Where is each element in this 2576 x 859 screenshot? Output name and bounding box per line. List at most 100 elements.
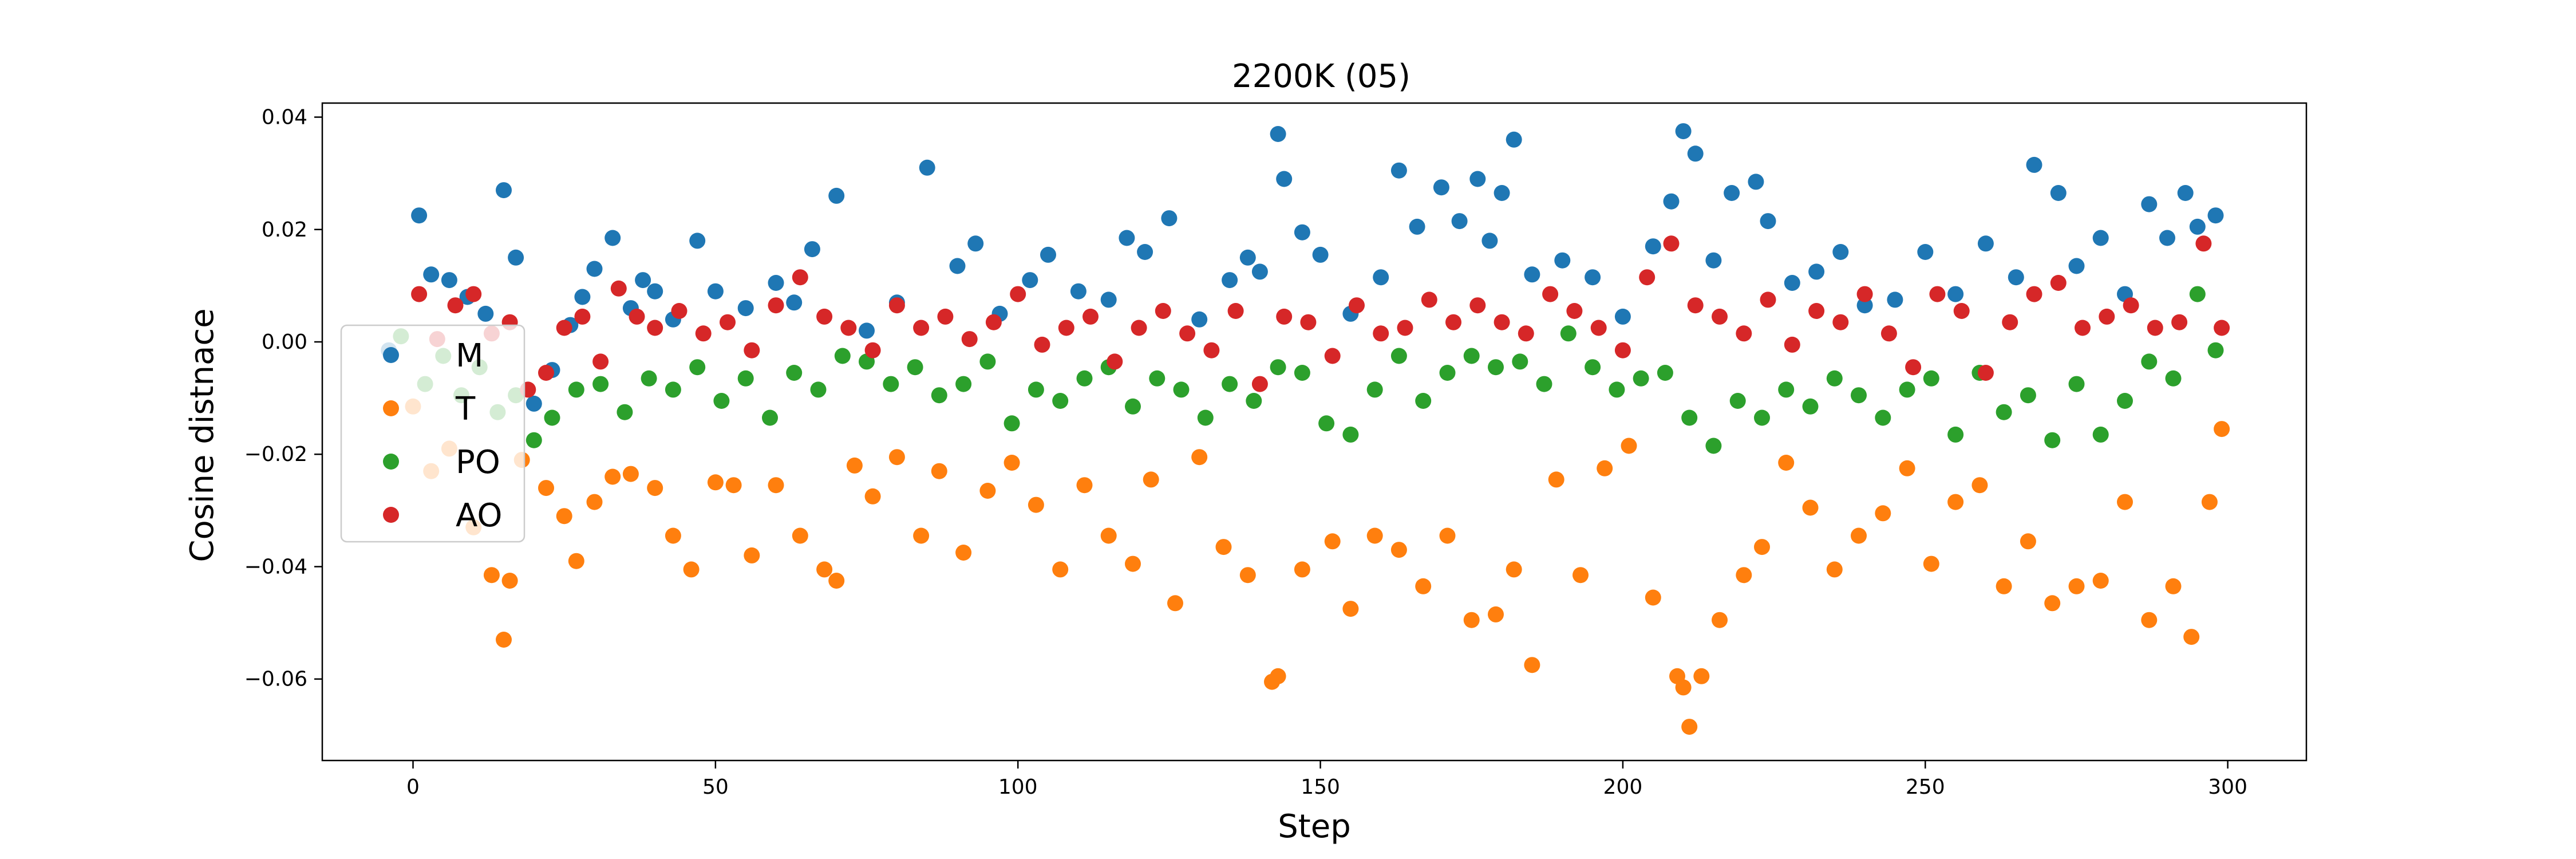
y-tick-label: −0.02 (244, 443, 307, 466)
point-m (1645, 238, 1661, 255)
point-ao (792, 269, 808, 286)
point-m (1977, 235, 1994, 252)
point-m (1373, 269, 1389, 286)
point-ao (1276, 308, 1293, 325)
point-t (2165, 578, 2182, 594)
point-po (786, 365, 803, 381)
point-t (1923, 555, 1939, 572)
point-po (1318, 415, 1335, 432)
legend-marker-t (383, 400, 399, 416)
point-t (1324, 533, 1341, 550)
point-ao (2002, 314, 2018, 330)
point-m (1832, 244, 1849, 260)
point-t (1125, 555, 1141, 572)
legend-marker-m (383, 347, 399, 363)
point-po (1366, 381, 1383, 398)
point-m (2050, 185, 2067, 201)
point-ao (1300, 314, 1317, 330)
point-m (605, 230, 621, 246)
point-po (1028, 381, 1044, 398)
point-ao (937, 308, 954, 325)
point-m (949, 258, 966, 274)
point-t (1645, 589, 1661, 606)
point-m (1856, 297, 1873, 314)
point-ao (1324, 348, 1341, 364)
point-ao (592, 353, 609, 370)
point-m (411, 207, 428, 224)
point-t (1342, 601, 1359, 617)
point-t (1524, 657, 1540, 673)
legend-label-m: M (456, 337, 483, 375)
point-ao (1542, 286, 1559, 302)
point-po (810, 381, 827, 398)
point-t (1802, 499, 1819, 516)
y-tick-label: 0.00 (262, 330, 307, 354)
point-ao (2123, 297, 2139, 314)
point-t (2117, 494, 2133, 510)
point-m (1040, 246, 1056, 263)
point-po (1149, 370, 1165, 387)
point-po (907, 359, 923, 376)
point-ao (2214, 320, 2230, 336)
point-ao (1179, 325, 1196, 342)
point-po (1681, 409, 1698, 426)
point-m (1494, 185, 1510, 201)
point-t (556, 508, 572, 525)
point-t (1675, 679, 1692, 696)
legend-marker-ao (383, 507, 399, 523)
point-po (1657, 365, 1673, 381)
point-m (2189, 218, 2206, 235)
point-ao (556, 320, 572, 336)
point-m (1100, 291, 1117, 308)
point-m (1887, 291, 1903, 308)
point-t (1971, 477, 1988, 494)
point-m (1312, 246, 1329, 263)
point-ao (744, 342, 760, 358)
point-po (1899, 381, 1915, 398)
point-m (1705, 252, 1722, 269)
point-t (913, 527, 930, 544)
point-m (1947, 286, 1964, 302)
point-po (931, 387, 947, 404)
point-m (1294, 224, 1310, 241)
plot-background (322, 103, 2306, 761)
point-ao (1058, 320, 1074, 336)
point-po (1754, 409, 1770, 426)
point-m (496, 182, 512, 199)
point-po (762, 409, 778, 426)
point-t (1003, 455, 1020, 471)
point-ao (647, 320, 663, 336)
point-t (888, 449, 905, 466)
point-m (2068, 258, 2085, 274)
point-ao (1639, 269, 1656, 286)
point-t (2201, 494, 2218, 510)
point-m (1760, 213, 1776, 230)
point-po (689, 359, 706, 376)
point-po (2092, 426, 2109, 443)
point-m (707, 283, 724, 300)
point-po (2020, 387, 2036, 404)
point-po (1076, 370, 1093, 387)
point-ao (1663, 235, 1680, 252)
point-ao (1227, 303, 1244, 319)
point-po (526, 432, 542, 448)
point-m (635, 272, 651, 289)
point-t (1415, 578, 1432, 594)
point-ao (888, 297, 905, 314)
point-ao (574, 308, 591, 325)
point-t (1167, 595, 1183, 612)
point-po (2189, 286, 2206, 302)
point-po (665, 381, 681, 398)
point-ao (629, 308, 645, 325)
point-t (1215, 539, 1232, 555)
point-t (647, 480, 663, 497)
point-t (828, 573, 845, 589)
point-t (864, 488, 881, 505)
point-po (592, 376, 609, 392)
point-po (1463, 348, 1480, 364)
point-ao (2171, 314, 2188, 330)
point-m (1191, 311, 1208, 328)
point-t (1875, 505, 1891, 522)
point-m (1469, 171, 1486, 187)
point-ao (1566, 303, 1583, 319)
